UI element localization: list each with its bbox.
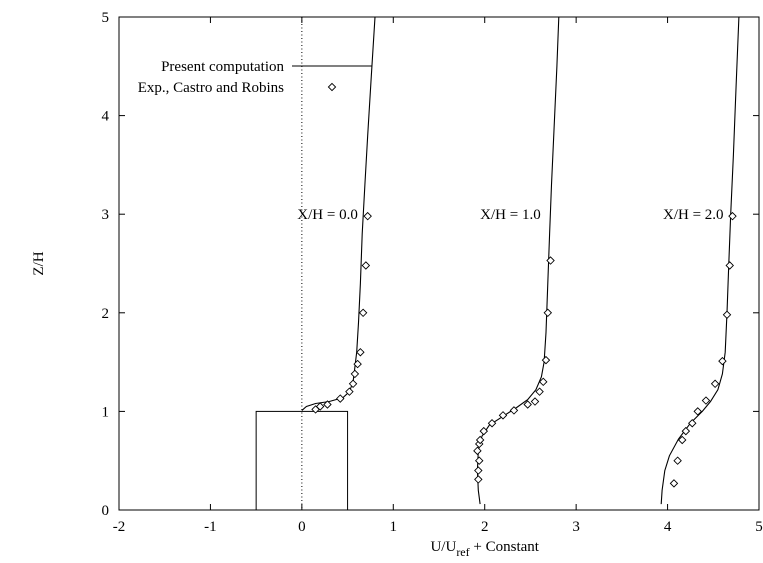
y-tick-label: 5 bbox=[102, 10, 110, 26]
computed-profile-line-2 bbox=[661, 17, 739, 504]
x-tick-label: 0 bbox=[298, 519, 306, 535]
experimental-point bbox=[531, 398, 538, 405]
experimental-point bbox=[729, 213, 736, 220]
x-tick-label: 5 bbox=[755, 519, 763, 535]
experimental-point bbox=[670, 480, 677, 487]
experimental-point bbox=[474, 447, 481, 454]
profile-annotation: X/H = 1.0 bbox=[480, 207, 541, 223]
experimental-point bbox=[475, 467, 482, 474]
x-axis-label-main: U/U bbox=[430, 539, 456, 555]
x-tick-label: 2 bbox=[481, 519, 489, 535]
experimental-point bbox=[723, 311, 730, 318]
experimental-point bbox=[544, 309, 551, 316]
experimental-point bbox=[726, 262, 733, 269]
experimental-point bbox=[719, 358, 726, 365]
y-axis-label: Z/H bbox=[31, 251, 47, 275]
x-tick-label: 3 bbox=[572, 519, 580, 535]
experimental-point bbox=[360, 309, 367, 316]
profile-annotation: X/H = 0.0 bbox=[297, 207, 358, 223]
obstacle-box bbox=[256, 411, 347, 510]
y-tick-label: 3 bbox=[102, 207, 110, 223]
experimental-point bbox=[476, 457, 483, 464]
experimental-point bbox=[674, 457, 681, 464]
x-tick-label: 4 bbox=[664, 519, 672, 535]
labels: U/Uref + Constant Z/H X/H = 0.0 X/H = 1.0 X/… bbox=[31, 59, 724, 559]
x-tick-label: -1 bbox=[204, 519, 217, 535]
x-axis-label-subscript: ref bbox=[456, 545, 469, 559]
legend-label: Exp., Castro and Robins bbox=[138, 80, 284, 96]
experimental-point bbox=[689, 420, 696, 427]
x-axis-label: U/Uref + Constant bbox=[430, 539, 539, 559]
y-tick-label: 2 bbox=[102, 306, 110, 322]
experimental-point bbox=[349, 380, 356, 387]
legend-label: Present computation bbox=[161, 59, 284, 75]
x-tick-label: -2 bbox=[113, 519, 126, 535]
x-tick-label: 1 bbox=[390, 519, 398, 535]
y-tick-label: 4 bbox=[102, 109, 110, 125]
experimental-point bbox=[351, 370, 358, 377]
legend-diamond-swatch bbox=[328, 83, 335, 90]
profile-annotation: X/H = 2.0 bbox=[663, 207, 724, 223]
experimental-point bbox=[712, 380, 719, 387]
y-tick-label: 1 bbox=[102, 404, 110, 420]
series-lines bbox=[302, 17, 739, 504]
y-tick-label: 0 bbox=[102, 503, 110, 519]
experimental-point bbox=[480, 428, 487, 435]
x-axis-label-suffix: + Constant bbox=[470, 539, 540, 555]
series-points bbox=[312, 213, 736, 487]
experimental-point bbox=[357, 349, 364, 356]
experimental-point bbox=[364, 213, 371, 220]
experimental-point bbox=[337, 395, 344, 402]
experimental-point bbox=[475, 476, 482, 483]
experimental-point bbox=[536, 388, 543, 395]
experimental-point bbox=[362, 262, 369, 269]
experimental-point bbox=[682, 428, 689, 435]
